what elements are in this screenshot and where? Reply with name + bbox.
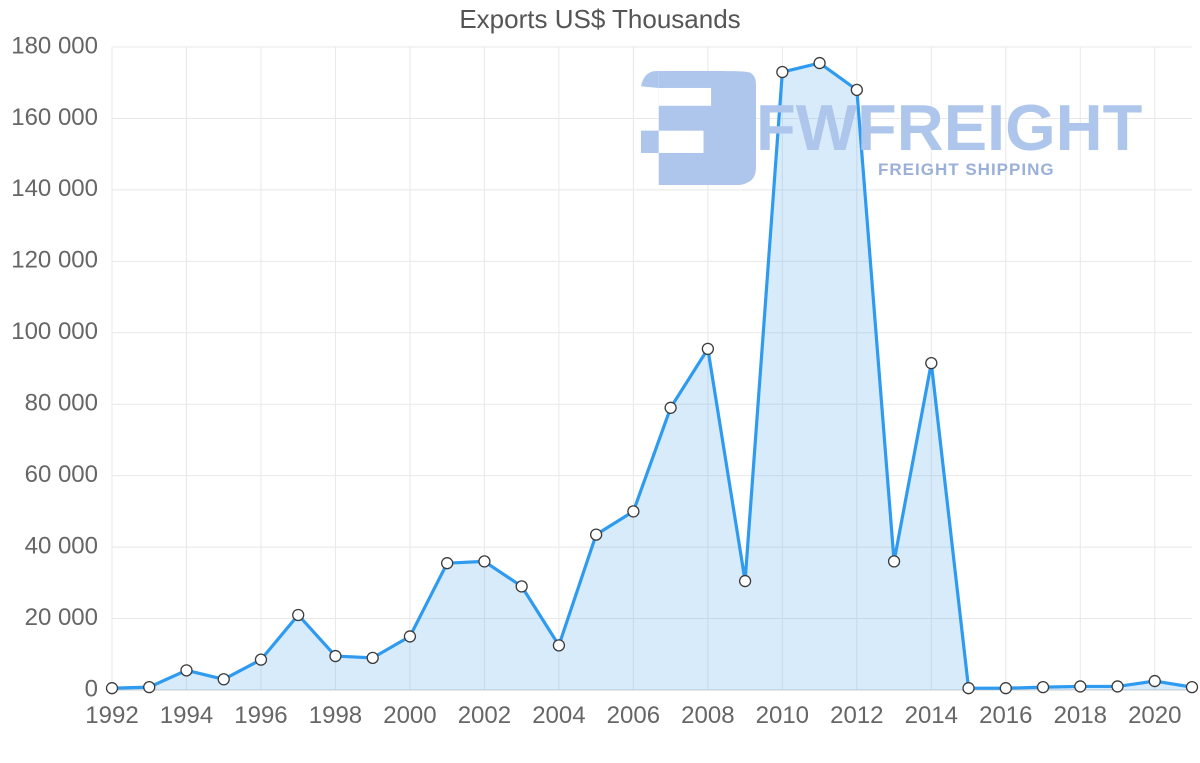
svg-text:1998: 1998 (309, 702, 362, 729)
svg-text:2020: 2020 (1128, 702, 1181, 729)
svg-text:2014: 2014 (905, 702, 958, 729)
svg-text:2010: 2010 (756, 702, 809, 729)
svg-text:180 000: 180 000 (11, 32, 98, 59)
svg-text:120 000: 120 000 (11, 247, 98, 274)
svg-text:2012: 2012 (830, 702, 883, 729)
svg-text:1996: 1996 (234, 702, 287, 729)
svg-text:0: 0 (85, 675, 98, 702)
svg-text:1994: 1994 (160, 702, 213, 729)
svg-text:2002: 2002 (458, 702, 511, 729)
svg-text:100 000: 100 000 (11, 318, 98, 345)
svg-text:2016: 2016 (979, 702, 1032, 729)
svg-text:20 000: 20 000 (25, 604, 98, 631)
svg-text:2004: 2004 (532, 702, 585, 729)
svg-text:60 000: 60 000 (25, 461, 98, 488)
svg-text:2006: 2006 (607, 702, 660, 729)
svg-text:1992: 1992 (85, 702, 138, 729)
svg-text:40 000: 40 000 (25, 532, 98, 559)
svg-text:80 000: 80 000 (25, 390, 98, 417)
svg-text:2008: 2008 (681, 702, 734, 729)
svg-text:2018: 2018 (1054, 702, 1107, 729)
svg-text:2000: 2000 (383, 702, 436, 729)
svg-text:140 000: 140 000 (11, 175, 98, 202)
svg-text:160 000: 160 000 (11, 104, 98, 131)
